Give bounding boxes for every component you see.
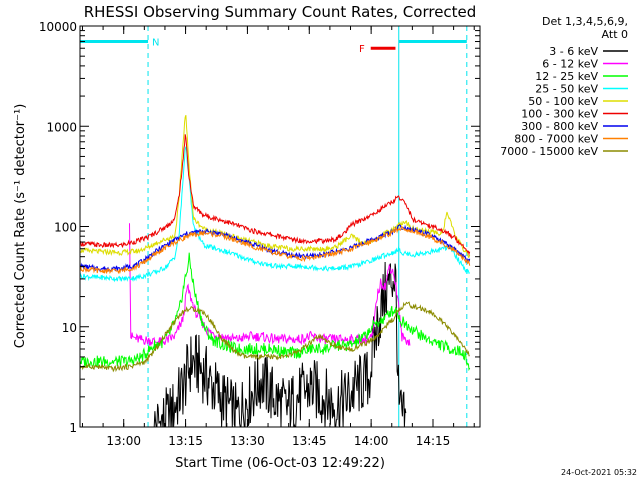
series-line-0 xyxy=(153,261,407,428)
chart-title: RHESSI Observing Summary Count Rates, Co… xyxy=(84,3,477,21)
y-axis-label: Corrected Count Rate (s⁻¹ detector⁻¹) xyxy=(13,104,28,349)
y-tick-label-3: 1000 xyxy=(46,120,77,134)
x-tick-label-3: 13:45 xyxy=(292,434,327,448)
annotation-layer: NF xyxy=(80,38,467,55)
legend-header-line-2: Att 0 xyxy=(602,28,628,41)
series-line-3 xyxy=(79,146,470,283)
x-axis-label: Start Time (06-Oct-03 12:49:22) xyxy=(175,456,385,471)
x-tick-label-5: 14:15 xyxy=(416,434,451,448)
legend-label-2: 12 - 25 keV xyxy=(535,70,598,83)
y-tick-label-4: 10000 xyxy=(39,20,77,34)
y-tick-label-1: 10 xyxy=(62,321,77,335)
x-tick-label-2: 13:30 xyxy=(230,434,265,448)
legend-label-5: 100 - 300 keV xyxy=(521,108,598,121)
legend-label-7: 800 - 7000 keV xyxy=(514,133,598,146)
legend-label-6: 300 - 800 keV xyxy=(521,120,598,133)
annotation-label-0: N xyxy=(152,38,159,49)
x-tick-label-1: 13:15 xyxy=(168,434,203,448)
legend-label-3: 25 - 50 keV xyxy=(535,83,598,96)
series-line-4 xyxy=(79,115,471,258)
axes-layer: 13:00 13:15 13:30 13:45 14:00 14:15 1 10 100 1000… xyxy=(39,20,480,448)
y-tick-label-0: 1 xyxy=(69,421,77,435)
y-tick-label-2: 100 xyxy=(54,221,77,235)
series-line-8 xyxy=(79,301,470,373)
legend-label-8: 7000 - 15000 keV xyxy=(500,145,598,158)
x-tick-label-4: 14:00 xyxy=(354,434,389,448)
annotation-label-2: F xyxy=(359,44,365,55)
legend-label-4: 50 - 100 keV xyxy=(528,95,598,108)
series-line-6 xyxy=(79,224,471,272)
series-layer xyxy=(79,115,471,428)
series-line-1 xyxy=(129,223,411,346)
x-tick-label-0: 13:00 xyxy=(106,434,141,448)
legend-header-line-1: Det 1,3,4,5,6,9, xyxy=(542,15,628,28)
legend-label-0: 3 - 6 keV xyxy=(549,45,598,58)
series-line-7 xyxy=(79,225,471,275)
series-line-5 xyxy=(79,134,471,256)
legend-label-1: 6 - 12 keV xyxy=(542,58,598,71)
series-line-2 xyxy=(79,252,471,372)
footer-date: 24-Oct-2021 05:32 xyxy=(561,468,637,477)
